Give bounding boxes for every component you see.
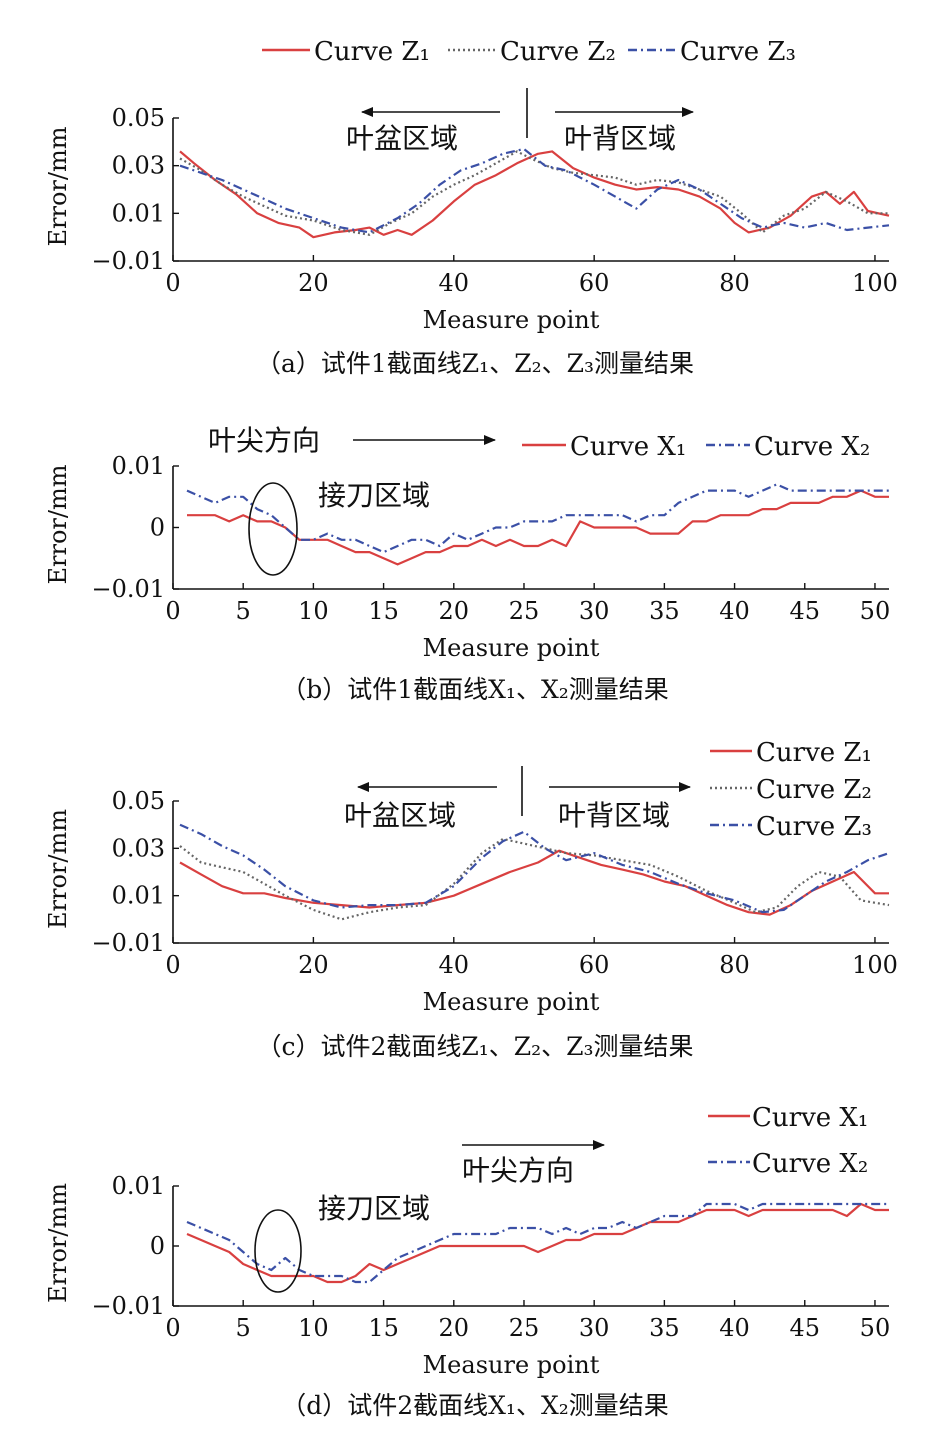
x-tick-label: 0	[165, 269, 180, 297]
legend: Curve Z₁ Curve Z₂ Curve Z₃	[262, 37, 796, 67]
y-tick-label: 0.05	[112, 104, 165, 132]
joint-region-ellipse	[248, 482, 298, 576]
series-line-3	[179, 823, 890, 914]
x-tick-label: 40	[719, 1314, 750, 1342]
legend-label: Curve X₂	[752, 1149, 868, 1179]
legend: Curve Z₁ Curve Z₂ Curve Z₃	[710, 738, 872, 842]
series-line-2	[179, 150, 889, 236]
x-tick-label: 35	[649, 1314, 680, 1342]
y-tick-label: 0.05	[112, 787, 165, 815]
y-axis-label: Error/mm	[44, 1183, 72, 1303]
y-tick-label: 0	[150, 1232, 165, 1260]
y-tick-label: 0	[150, 514, 165, 542]
x-tick-label: 80	[719, 269, 750, 297]
x-tick-label: 10	[298, 597, 329, 625]
y-tick-label: 0.01	[112, 452, 165, 480]
x-tick-label: 10	[298, 1314, 329, 1342]
x-axis-label: Measure point	[423, 1351, 600, 1379]
x-tick-label: 100	[852, 269, 898, 297]
legend-label: Curve Z₃	[680, 37, 796, 67]
x-axis-label: Measure point	[423, 306, 600, 334]
x-tick-label: 0	[165, 597, 180, 625]
x-tick-label: 30	[579, 1314, 610, 1342]
series-line-1	[186, 1202, 889, 1284]
x-tick-label: 45	[789, 1314, 820, 1342]
y-tick-label: 0.01	[112, 882, 165, 910]
x-tick-label: 50	[860, 1314, 891, 1342]
annotation-right-region: 叶背区域	[564, 122, 676, 155]
panel-a: −0.01 0.01 0.03 0.05 0 20 40 60 80 100 Measure poi…	[44, 37, 898, 378]
x-tick-label: 20	[298, 951, 329, 979]
x-tick-label: 50	[860, 597, 891, 625]
x-tick-label: 20	[298, 269, 329, 297]
legend-label: Curve Z₂	[756, 775, 872, 805]
x-tick-label: 15	[368, 597, 399, 625]
legend-label: Curve X₁	[752, 1103, 868, 1133]
y-tick-label: 0.03	[112, 152, 165, 180]
legend: Curve X₁ Curve X₂	[708, 1103, 868, 1179]
y-tick-label: 0.01	[112, 199, 165, 227]
annotation-direction: 叶尖方向	[208, 424, 320, 457]
x-tick-label: 35	[649, 597, 680, 625]
series-line-2	[186, 483, 889, 554]
x-tick-label: 80	[719, 951, 750, 979]
panel-caption: （d）试件2截面线X₁、X₂测量结果	[281, 1391, 669, 1420]
x-tick-label: 0	[165, 1314, 180, 1342]
y-tick-label: −0.01	[91, 1292, 165, 1320]
annotation-direction: 叶尖方向	[462, 1154, 574, 1187]
annotation-joint-region: 接刀区域	[318, 1192, 430, 1225]
y-axis-label: Error/mm	[44, 809, 72, 929]
series-line-3	[179, 147, 890, 234]
panel-caption: （b）试件1截面线X₁、X₂测量结果	[281, 675, 669, 704]
y-tick-label: −0.01	[91, 247, 165, 275]
series-line-2	[186, 1202, 889, 1284]
panel-c: −0.01 0.01 0.03 0.05 0 20 40 60 80 100 Measure poi…	[44, 738, 898, 1061]
x-tick-label: 25	[509, 1314, 540, 1342]
x-tick-label: 5	[236, 1314, 251, 1342]
annotation-left-region: 叶盆区域	[344, 799, 456, 832]
x-tick-label: 60	[579, 951, 610, 979]
x-tick-label: 40	[439, 269, 470, 297]
x-tick-label: 5	[236, 597, 251, 625]
legend-label: Curve X₂	[754, 432, 870, 462]
annotation-joint-region: 接刀区域	[318, 479, 430, 512]
legend-label: Curve Z₂	[500, 37, 616, 67]
x-tick-label: 20	[439, 1314, 470, 1342]
legend: Curve X₁ Curve X₂	[522, 432, 870, 462]
series-line-1	[179, 150, 890, 239]
x-tick-label: 15	[368, 1314, 399, 1342]
x-tick-label: 100	[852, 951, 898, 979]
annotation-right-region: 叶背区域	[558, 799, 670, 832]
x-tick-label: 40	[719, 597, 750, 625]
x-tick-label: 45	[789, 597, 820, 625]
x-tick-label: 60	[579, 269, 610, 297]
x-tick-label: 20	[439, 597, 470, 625]
y-axis-label: Error/mm	[44, 126, 72, 246]
y-tick-label: −0.01	[91, 929, 165, 957]
x-tick-label: 30	[579, 597, 610, 625]
x-tick-label: 25	[509, 597, 540, 625]
y-tick-label: 0.01	[112, 1172, 165, 1200]
joint-region-ellipse	[254, 1209, 302, 1293]
annotation-left-region: 叶盆区域	[346, 122, 458, 155]
legend-label: Curve Z₁	[756, 738, 872, 768]
x-axis-label: Measure point	[423, 634, 600, 662]
legend-label: Curve Z₃	[756, 812, 872, 842]
y-axis-label: Error/mm	[44, 464, 72, 584]
legend-label: Curve Z₁	[314, 37, 430, 67]
x-axis-label: Measure point	[423, 988, 600, 1016]
y-tick-label: 0.03	[112, 834, 165, 862]
series-line-2	[179, 837, 890, 921]
legend-label: Curve X₁	[570, 432, 686, 462]
series-line-1	[179, 849, 889, 916]
panel-caption: （a）试件1截面线Z₁、Z₂、Z₃测量结果	[256, 349, 694, 378]
x-tick-label: 0	[165, 951, 180, 979]
y-tick-label: −0.01	[91, 575, 165, 603]
x-tick-label: 40	[439, 951, 470, 979]
panel-caption: （c）试件2截面线Z₁、Z₂、Z₃测量结果	[256, 1032, 693, 1061]
